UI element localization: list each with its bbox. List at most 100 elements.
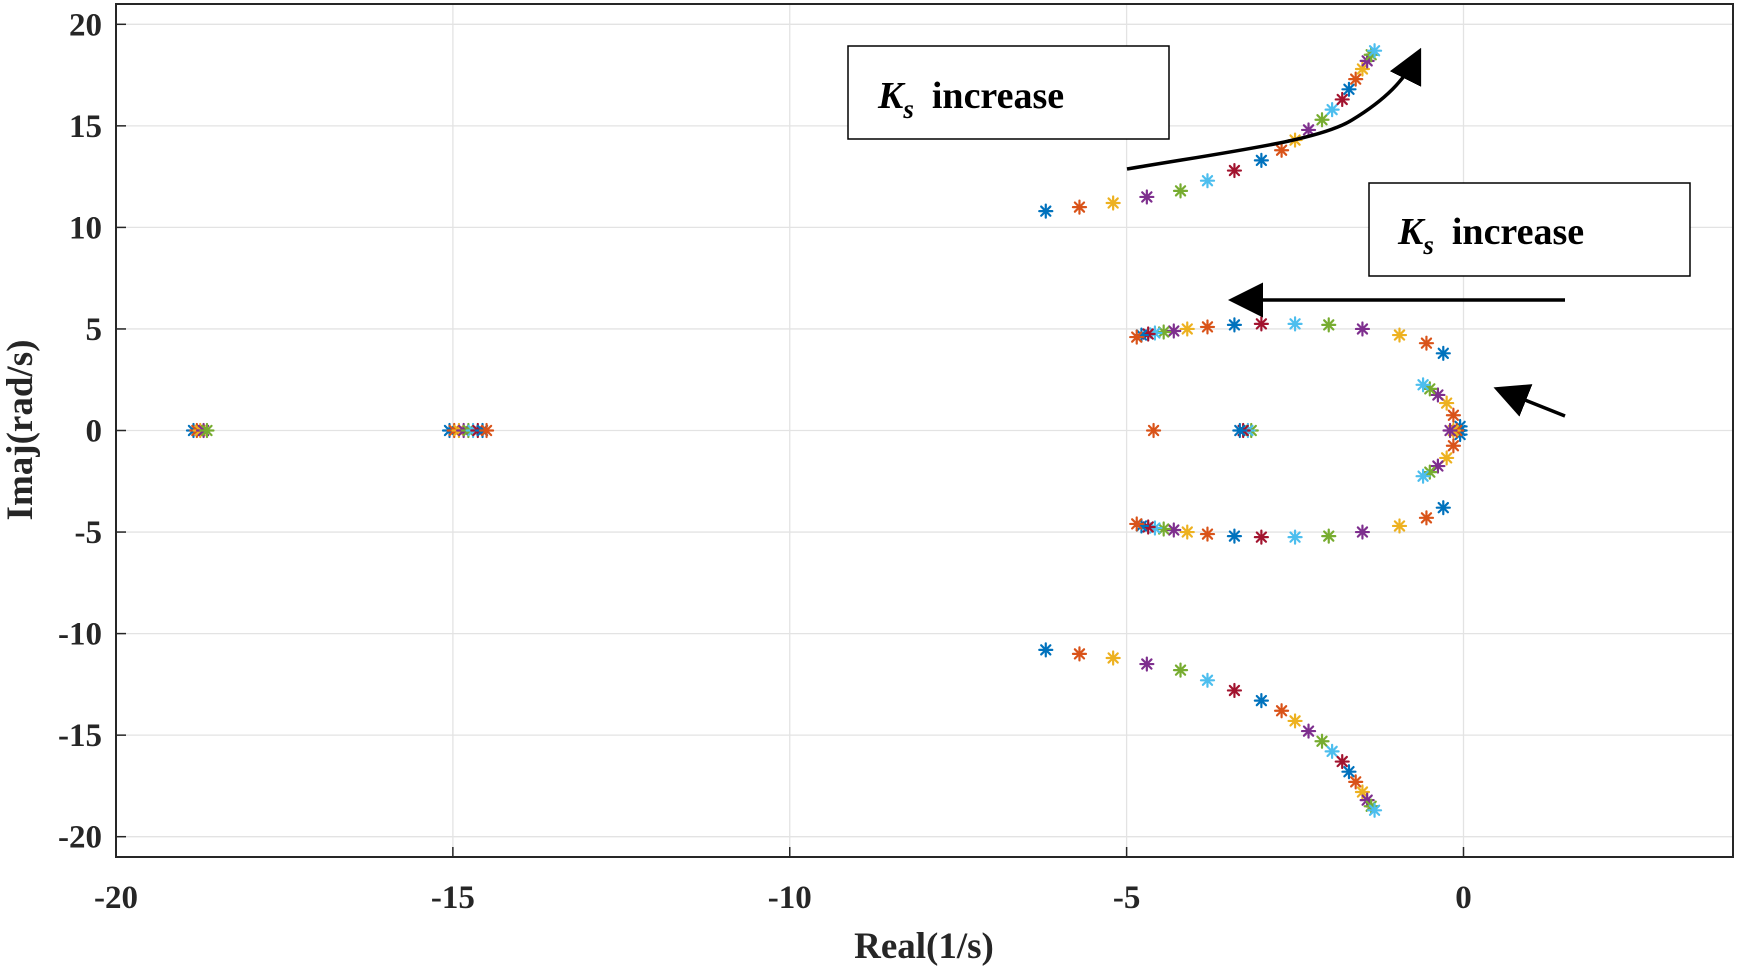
y-tick-label: -15 (58, 718, 102, 754)
pole-marker (1273, 703, 1290, 719)
pole-marker (1226, 528, 1243, 544)
pole-marker (1253, 529, 1269, 545)
y-tick-label: 5 (86, 312, 103, 348)
y-tick-label: -20 (58, 820, 102, 856)
annotation-upper-text: Ks increase (877, 75, 1064, 124)
pole-marker (1314, 733, 1330, 749)
y-tick-label: 0 (86, 414, 103, 450)
pole-marker (1226, 162, 1243, 179)
annotation-box-right: Ks increase (1368, 182, 1691, 277)
pole-marker (1354, 524, 1371, 540)
pole-marker (1415, 468, 1431, 484)
pole-marker (1071, 199, 1088, 215)
arrow-upper-curved (1126, 47, 1422, 171)
x-tick-label: -20 (94, 880, 138, 916)
annotation-box-upper-frame (847, 45, 1170, 140)
pole-marker (1172, 662, 1189, 678)
y-tick-label: 15 (69, 109, 102, 145)
pole-marker (1430, 458, 1446, 474)
pole-marker (1129, 516, 1145, 532)
pole-marker (1324, 102, 1340, 118)
y-axis-label: Imaj(rad/s) (0, 340, 41, 521)
annotation-right-subscript: s (1422, 230, 1434, 260)
pole-marker (1314, 112, 1330, 128)
pole-marker (1366, 802, 1383, 818)
annotation-box-upper: Ks increase (847, 45, 1170, 140)
annotation-box-right-frame (1368, 182, 1691, 277)
pole-marker (1038, 203, 1054, 219)
pole-marker (1418, 335, 1435, 351)
y-tick-label: -5 (75, 515, 103, 551)
pole-marker (1226, 682, 1243, 699)
pole-marker (1324, 743, 1340, 759)
pole-marker (1232, 422, 1248, 439)
annotation-upper-suffix: increase (932, 75, 1064, 117)
pole-marker (1439, 395, 1455, 411)
pole-marker (1445, 407, 1461, 423)
pole-marker (1391, 327, 1408, 343)
pole-marker (1442, 422, 1458, 439)
pole-marker (1334, 91, 1350, 108)
pole-marker (1129, 329, 1145, 345)
pole-marker (1418, 510, 1435, 526)
pole-marker (1366, 43, 1383, 59)
x-tick-label: -15 (431, 880, 475, 916)
pole-marker (1038, 642, 1054, 658)
pole-marker (1226, 317, 1243, 333)
pole-marker (1172, 183, 1189, 199)
pole-marker (1321, 317, 1337, 333)
pole-marker (1105, 650, 1121, 666)
pole-marker (1287, 529, 1303, 545)
annotation-right-suffix: increase (1452, 211, 1584, 253)
pole-marker (1435, 345, 1451, 361)
annotation-upper-k: K (877, 75, 906, 117)
pole-marker (1439, 450, 1455, 466)
arrow-inner-short (1493, 384, 1566, 418)
pole-marker (1445, 438, 1461, 454)
pole-marker (1321, 528, 1337, 544)
pole-marker (1430, 387, 1446, 403)
pole-marker (1348, 71, 1364, 87)
x-tick-label: 0 (1455, 880, 1472, 916)
pole-marker (1199, 526, 1216, 542)
pole-marker (1287, 713, 1303, 729)
pole-marker (1105, 195, 1121, 211)
pole-marker (1199, 319, 1216, 335)
x-tick-labels: -20 -15 -10 -5 0 (94, 847, 1472, 916)
y-tick-label: 20 (69, 7, 102, 43)
annotation-right-text: Ks increase (1397, 211, 1584, 260)
pole-marker (1354, 321, 1371, 337)
y-tick-labels: -20 -15 -10 -5 0 5 10 15 20 (58, 7, 126, 856)
pole-marker (1139, 656, 1155, 672)
pole-marker (478, 422, 495, 439)
pole-marker (1341, 81, 1357, 97)
pole-marker (1139, 189, 1155, 205)
x-tick-label: -10 (768, 880, 812, 916)
pole-marker (1415, 377, 1431, 393)
pole-marker (1287, 316, 1303, 332)
pole-marker (1348, 774, 1364, 790)
annotation-right-k: K (1397, 211, 1426, 253)
pole-marker (1391, 518, 1408, 534)
pole-marker (199, 422, 215, 439)
pole-marker (1071, 646, 1088, 662)
pole-marker (1253, 152, 1269, 168)
pole-marker (1341, 764, 1357, 780)
pole-marker (1199, 173, 1216, 189)
pole-marker (1179, 321, 1195, 337)
pole-marker (1334, 753, 1350, 770)
annotation-upper-subscript: s (902, 94, 914, 124)
pole-marker (1435, 500, 1451, 516)
pole-marker (1199, 672, 1216, 688)
pole-markers (185, 43, 1468, 818)
x-axis-label: Real(1/s) (854, 926, 994, 967)
y-tick-label: -10 (58, 617, 102, 653)
x-tick-label: -5 (1113, 880, 1141, 916)
pole-marker (1253, 693, 1269, 709)
pole-marker (1300, 122, 1317, 138)
y-tick-label: 10 (69, 210, 102, 246)
pole-marker (1253, 316, 1269, 332)
pole-marker (1273, 142, 1290, 158)
pole-marker (1145, 422, 1162, 439)
